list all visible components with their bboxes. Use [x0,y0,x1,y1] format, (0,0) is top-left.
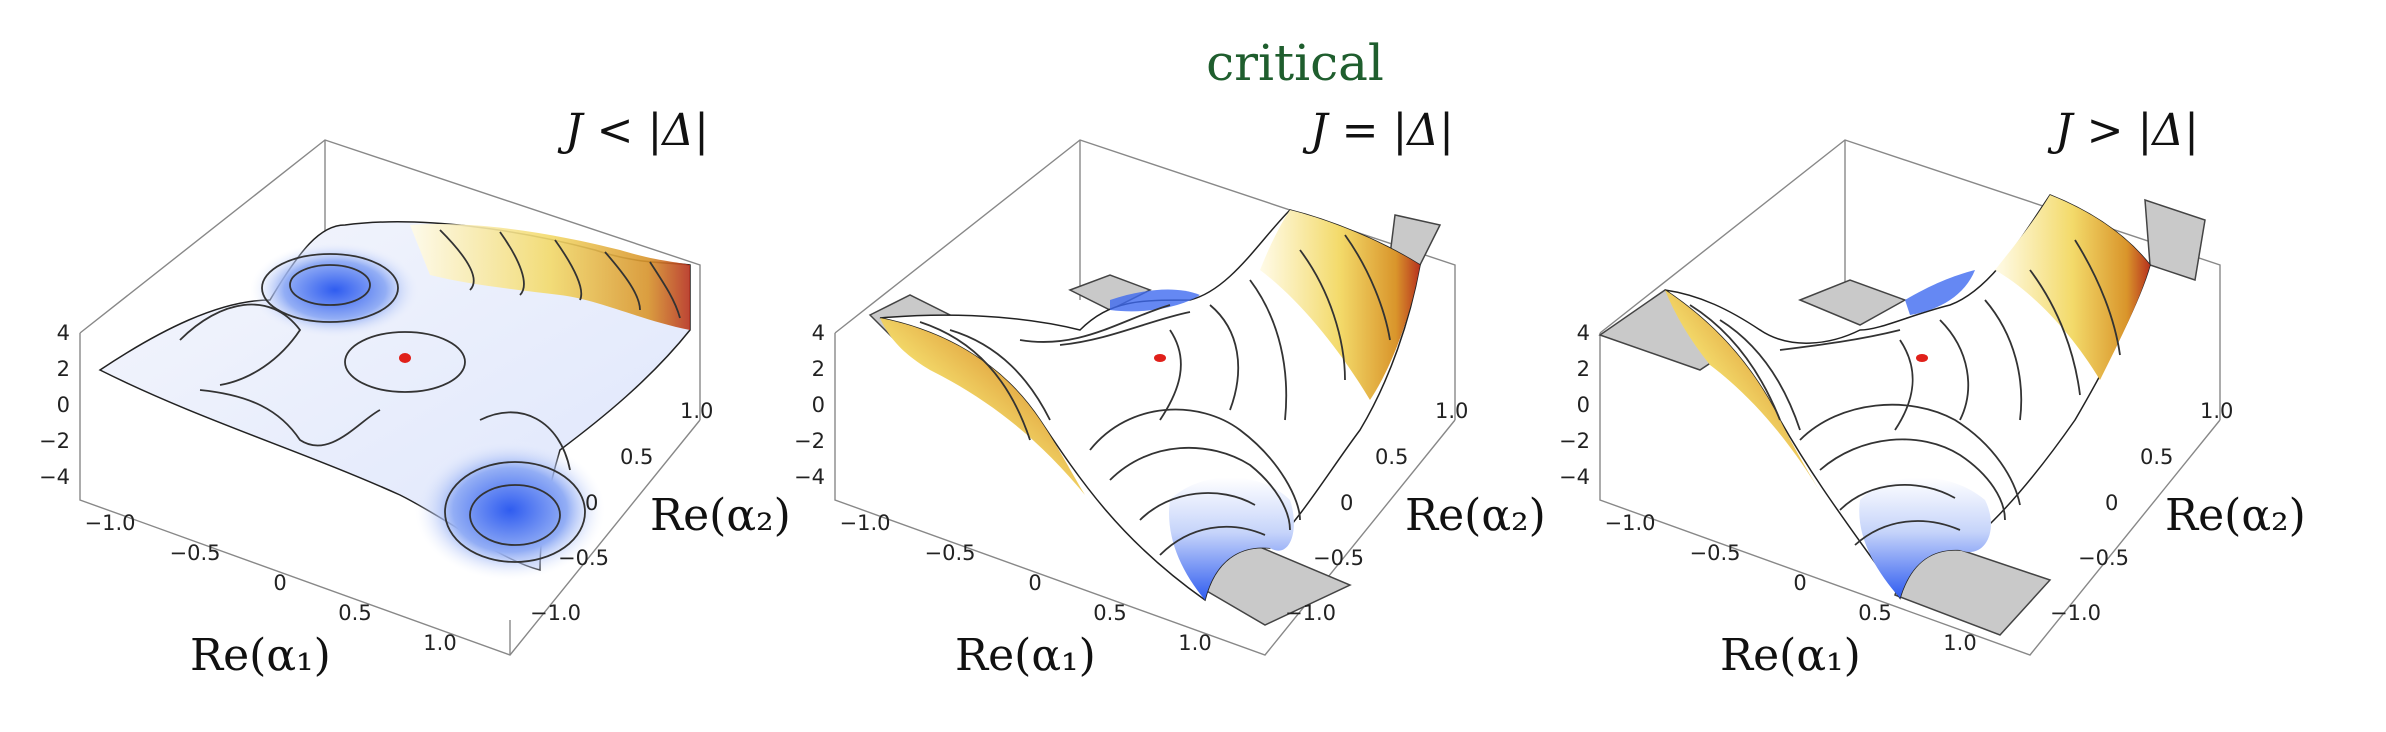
svg-text:−1.0: −1.0 [840,511,891,535]
panel-1-x-ticks: −1.0 −0.5 0 0.5 1.0 [85,511,457,655]
panel-2-condition: J = |Δ| [1302,105,1454,156]
svg-text:4: 4 [812,321,825,345]
svg-text:2: 2 [1577,357,1590,381]
svg-text:−2: −2 [794,429,825,453]
svg-text:0: 0 [1340,491,1353,515]
svg-text:0: 0 [1028,571,1041,595]
svg-text:−4: −4 [39,465,70,489]
svg-text:0.5: 0.5 [1858,601,1891,625]
panel-1-condition: J < |Δ| [557,105,709,156]
panel-3-marker [1916,354,1928,362]
svg-text:−0.5: −0.5 [170,541,221,565]
panel-2-x-ticks: −1.0 −0.5 0 0.5 1.0 [840,511,1212,655]
svg-text:0: 0 [273,571,286,595]
svg-text:−1.0: −1.0 [85,511,136,535]
svg-text:1.0: 1.0 [680,399,713,423]
panel-1: 4 2 0 −2 −4 −1.0 −0.5 0 0.5 1.0 1.0 0.5 … [39,105,791,681]
panel-3-x-ticks: −1.0 −0.5 0 0.5 1.0 [1605,511,1977,655]
svg-text:4: 4 [1577,321,1590,345]
svg-text:2: 2 [812,357,825,381]
svg-text:0.5: 0.5 [620,445,653,469]
panel-2-z-ticks: 4 2 0 −2 −4 [794,321,825,489]
panel-3-y-axis-label: Re(α₂) [2165,490,2306,541]
panel-1-marker [399,353,411,363]
svg-text:0.5: 0.5 [1093,601,1126,625]
panel-2-y-axis-label: Re(α₂) [1405,490,1546,541]
panel-2-x-axis-label: Re(α₁) [955,630,1096,681]
svg-text:−1.0: −1.0 [1605,511,1656,535]
svg-text:−0.5: −0.5 [1313,546,1364,570]
svg-text:−2: −2 [39,429,70,453]
svg-text:1.0: 1.0 [1178,631,1211,655]
critical-label: critical [1206,34,1384,92]
panel-1-y-axis-label: Re(α₂) [650,490,791,541]
svg-text:1.0: 1.0 [2200,399,2233,423]
svg-text:−0.5: −0.5 [558,546,609,570]
svg-text:−4: −4 [1559,465,1590,489]
svg-text:−0.5: −0.5 [2078,546,2129,570]
svg-text:1.0: 1.0 [423,631,456,655]
panel-3-z-ticks: 4 2 0 −2 −4 [1559,321,1590,489]
panel-3-surface [1598,194,2206,636]
svg-text:0: 0 [1577,393,1590,417]
panel-2-box [834,139,1456,656]
panel-1-x-axis-label: Re(α₁) [190,630,331,681]
svg-text:0: 0 [57,393,70,417]
panel-3-box [1599,139,2221,656]
panel-2-marker [1154,354,1166,362]
svg-text:4: 4 [57,321,70,345]
svg-text:0: 0 [585,491,598,515]
svg-text:0.5: 0.5 [2140,445,2173,469]
svg-text:−1.0: −1.0 [2050,601,2101,625]
svg-text:−0.5: −0.5 [925,541,976,565]
panel-1-y-ticks: 1.0 0.5 0 −0.5 −1.0 [530,399,713,625]
svg-text:1.0: 1.0 [1943,631,1976,655]
panel-1-surface [98,221,691,580]
svg-text:0.5: 0.5 [338,601,371,625]
svg-text:0: 0 [2105,491,2118,515]
svg-text:−4: −4 [794,465,825,489]
panel-2: 4 2 0 −2 −4 −1.0 −0.5 0 0.5 1.0 1.0 0.5 … [794,105,1546,681]
svg-text:−1.0: −1.0 [530,601,581,625]
svg-text:−2: −2 [1559,429,1590,453]
panel-3-condition: J > |Δ| [2047,105,2199,156]
panel-3-y-ticks: 1.0 0.5 0 −0.5 −1.0 [2050,399,2233,625]
panel-2-y-ticks: 1.0 0.5 0 −0.5 −1.0 [1285,399,1468,625]
svg-text:−1.0: −1.0 [1285,601,1336,625]
svg-text:0.5: 0.5 [1375,445,1408,469]
svg-text:1.0: 1.0 [1435,399,1468,423]
svg-text:2: 2 [57,357,70,381]
svg-text:0: 0 [1793,571,1806,595]
svg-text:0: 0 [812,393,825,417]
panel-3: 4 2 0 −2 −4 −1.0 −0.5 0 0.5 1.0 1.0 0.5 … [1559,105,2306,681]
panel-1-z-ticks: 4 2 0 −2 −4 [39,321,70,489]
panel-3-x-axis-label: Re(α₁) [1720,630,1861,681]
panel-2-surface [868,209,1442,626]
svg-text:−0.5: −0.5 [1690,541,1741,565]
